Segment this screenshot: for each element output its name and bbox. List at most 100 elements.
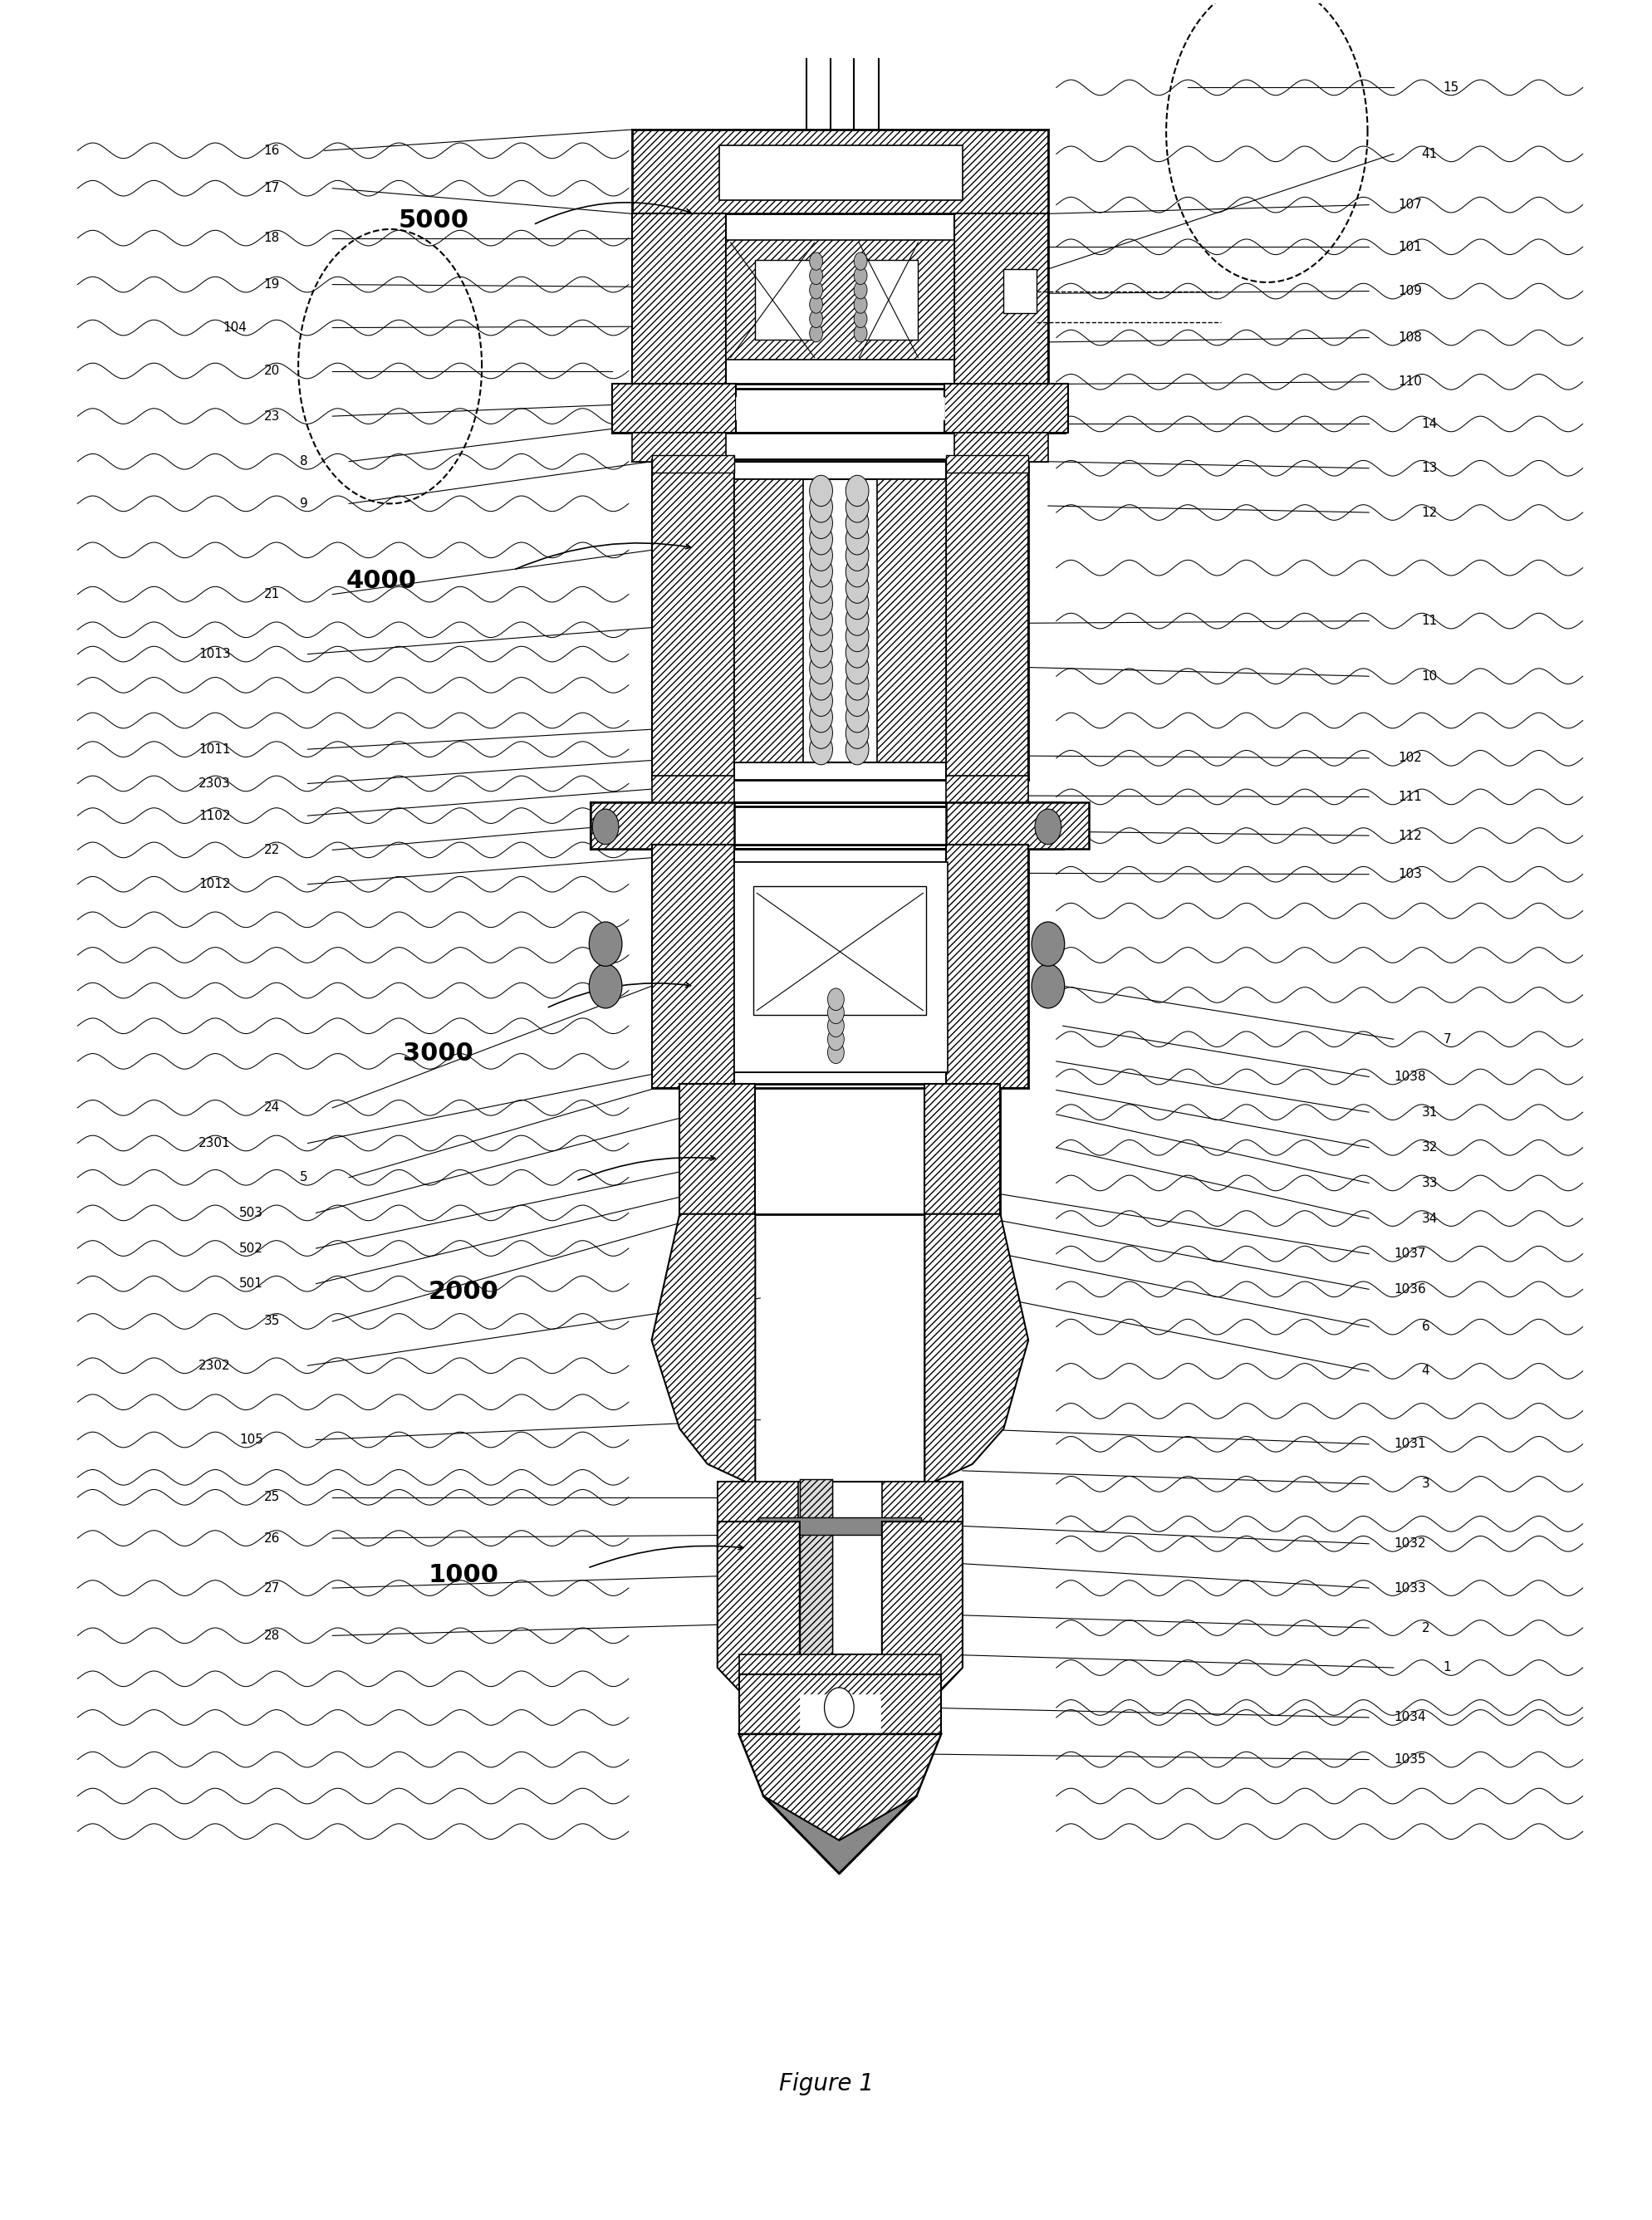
Text: 501: 501 [240,1276,263,1290]
Text: 1034: 1034 [1394,1712,1426,1723]
Circle shape [828,1041,844,1063]
Circle shape [809,324,823,342]
Text: 1036: 1036 [1394,1283,1426,1296]
Text: 24: 24 [264,1101,279,1114]
Circle shape [846,653,869,684]
Circle shape [809,524,833,555]
Circle shape [809,491,833,522]
Text: 21: 21 [264,588,279,602]
Text: 4000: 4000 [345,568,416,593]
Text: 1031: 1031 [1394,1439,1426,1450]
Bar [755,260,814,340]
Text: 103: 103 [1399,868,1422,881]
Bar [651,460,733,779]
Text: 13: 13 [1421,462,1437,475]
Text: 26: 26 [264,1532,279,1545]
Bar [758,1516,922,1534]
Text: 9: 9 [299,497,307,511]
Text: 6: 6 [1421,1321,1429,1334]
Circle shape [809,282,823,300]
Circle shape [809,573,833,604]
Text: 14: 14 [1421,417,1437,431]
Circle shape [809,266,823,284]
Circle shape [846,524,869,555]
Circle shape [828,988,844,1010]
Bar [631,433,725,462]
Text: 16: 16 [264,144,279,158]
Circle shape [809,295,823,313]
Text: 32: 32 [1421,1141,1437,1154]
Bar [947,801,1089,848]
Bar [735,397,945,420]
Circle shape [854,311,867,329]
Text: 5: 5 [299,1172,307,1183]
Circle shape [809,686,833,717]
Text: 2301: 2301 [198,1137,231,1150]
Text: 1011: 1011 [198,744,231,755]
Circle shape [1031,963,1064,1008]
Circle shape [809,735,833,764]
Text: 15: 15 [1442,82,1459,93]
Circle shape [846,702,869,733]
Text: 27: 27 [264,1583,279,1594]
Text: 2: 2 [1421,1621,1429,1634]
Circle shape [809,555,833,586]
Polygon shape [717,1521,800,1734]
Text: 3: 3 [1421,1479,1429,1490]
Circle shape [846,717,869,748]
Bar [613,384,735,433]
Text: Figure 1: Figure 1 [778,2071,874,2096]
Circle shape [809,702,833,733]
Bar [738,1674,942,1734]
Text: 112: 112 [1399,830,1422,841]
Bar [925,1083,1001,1214]
Polygon shape [763,1796,917,1874]
Text: 1032: 1032 [1394,1538,1426,1550]
Text: 3000: 3000 [403,1041,474,1066]
Circle shape [828,1028,844,1050]
Text: 1033: 1033 [1394,1583,1426,1594]
Circle shape [846,475,869,506]
Text: 107: 107 [1399,198,1422,211]
Bar [719,144,963,200]
Bar [800,1694,881,1734]
Circle shape [846,637,869,668]
Circle shape [854,253,867,271]
Bar [955,213,1047,388]
Text: 111: 111 [1399,790,1422,804]
Circle shape [846,735,869,764]
Circle shape [824,1687,854,1727]
Circle shape [809,637,833,668]
Bar [738,1654,942,1676]
Bar [679,1083,755,1214]
Circle shape [590,921,623,966]
Text: 1102: 1102 [198,810,231,821]
Text: 110: 110 [1399,375,1422,388]
Text: 503: 503 [240,1208,263,1219]
Circle shape [590,963,623,1008]
Circle shape [809,508,833,539]
Circle shape [809,311,823,329]
Bar [631,213,725,388]
Circle shape [846,588,869,619]
Text: 25: 25 [264,1492,279,1503]
Bar [651,455,733,473]
Text: 2000: 2000 [428,1279,499,1303]
Circle shape [846,508,869,539]
Text: 105: 105 [240,1434,263,1445]
Circle shape [828,1015,844,1037]
Circle shape [809,604,833,635]
Circle shape [593,808,620,844]
Circle shape [809,253,823,271]
Text: 10: 10 [1421,670,1437,682]
Text: 4: 4 [1421,1365,1429,1376]
Text: 1000: 1000 [428,1563,499,1587]
Bar [631,129,1047,213]
Bar [733,480,803,761]
Bar [947,455,1028,473]
Circle shape [854,266,867,284]
Text: 1035: 1035 [1394,1754,1426,1765]
Polygon shape [738,1734,942,1874]
Text: 20: 20 [264,364,279,377]
Bar [733,861,948,1072]
